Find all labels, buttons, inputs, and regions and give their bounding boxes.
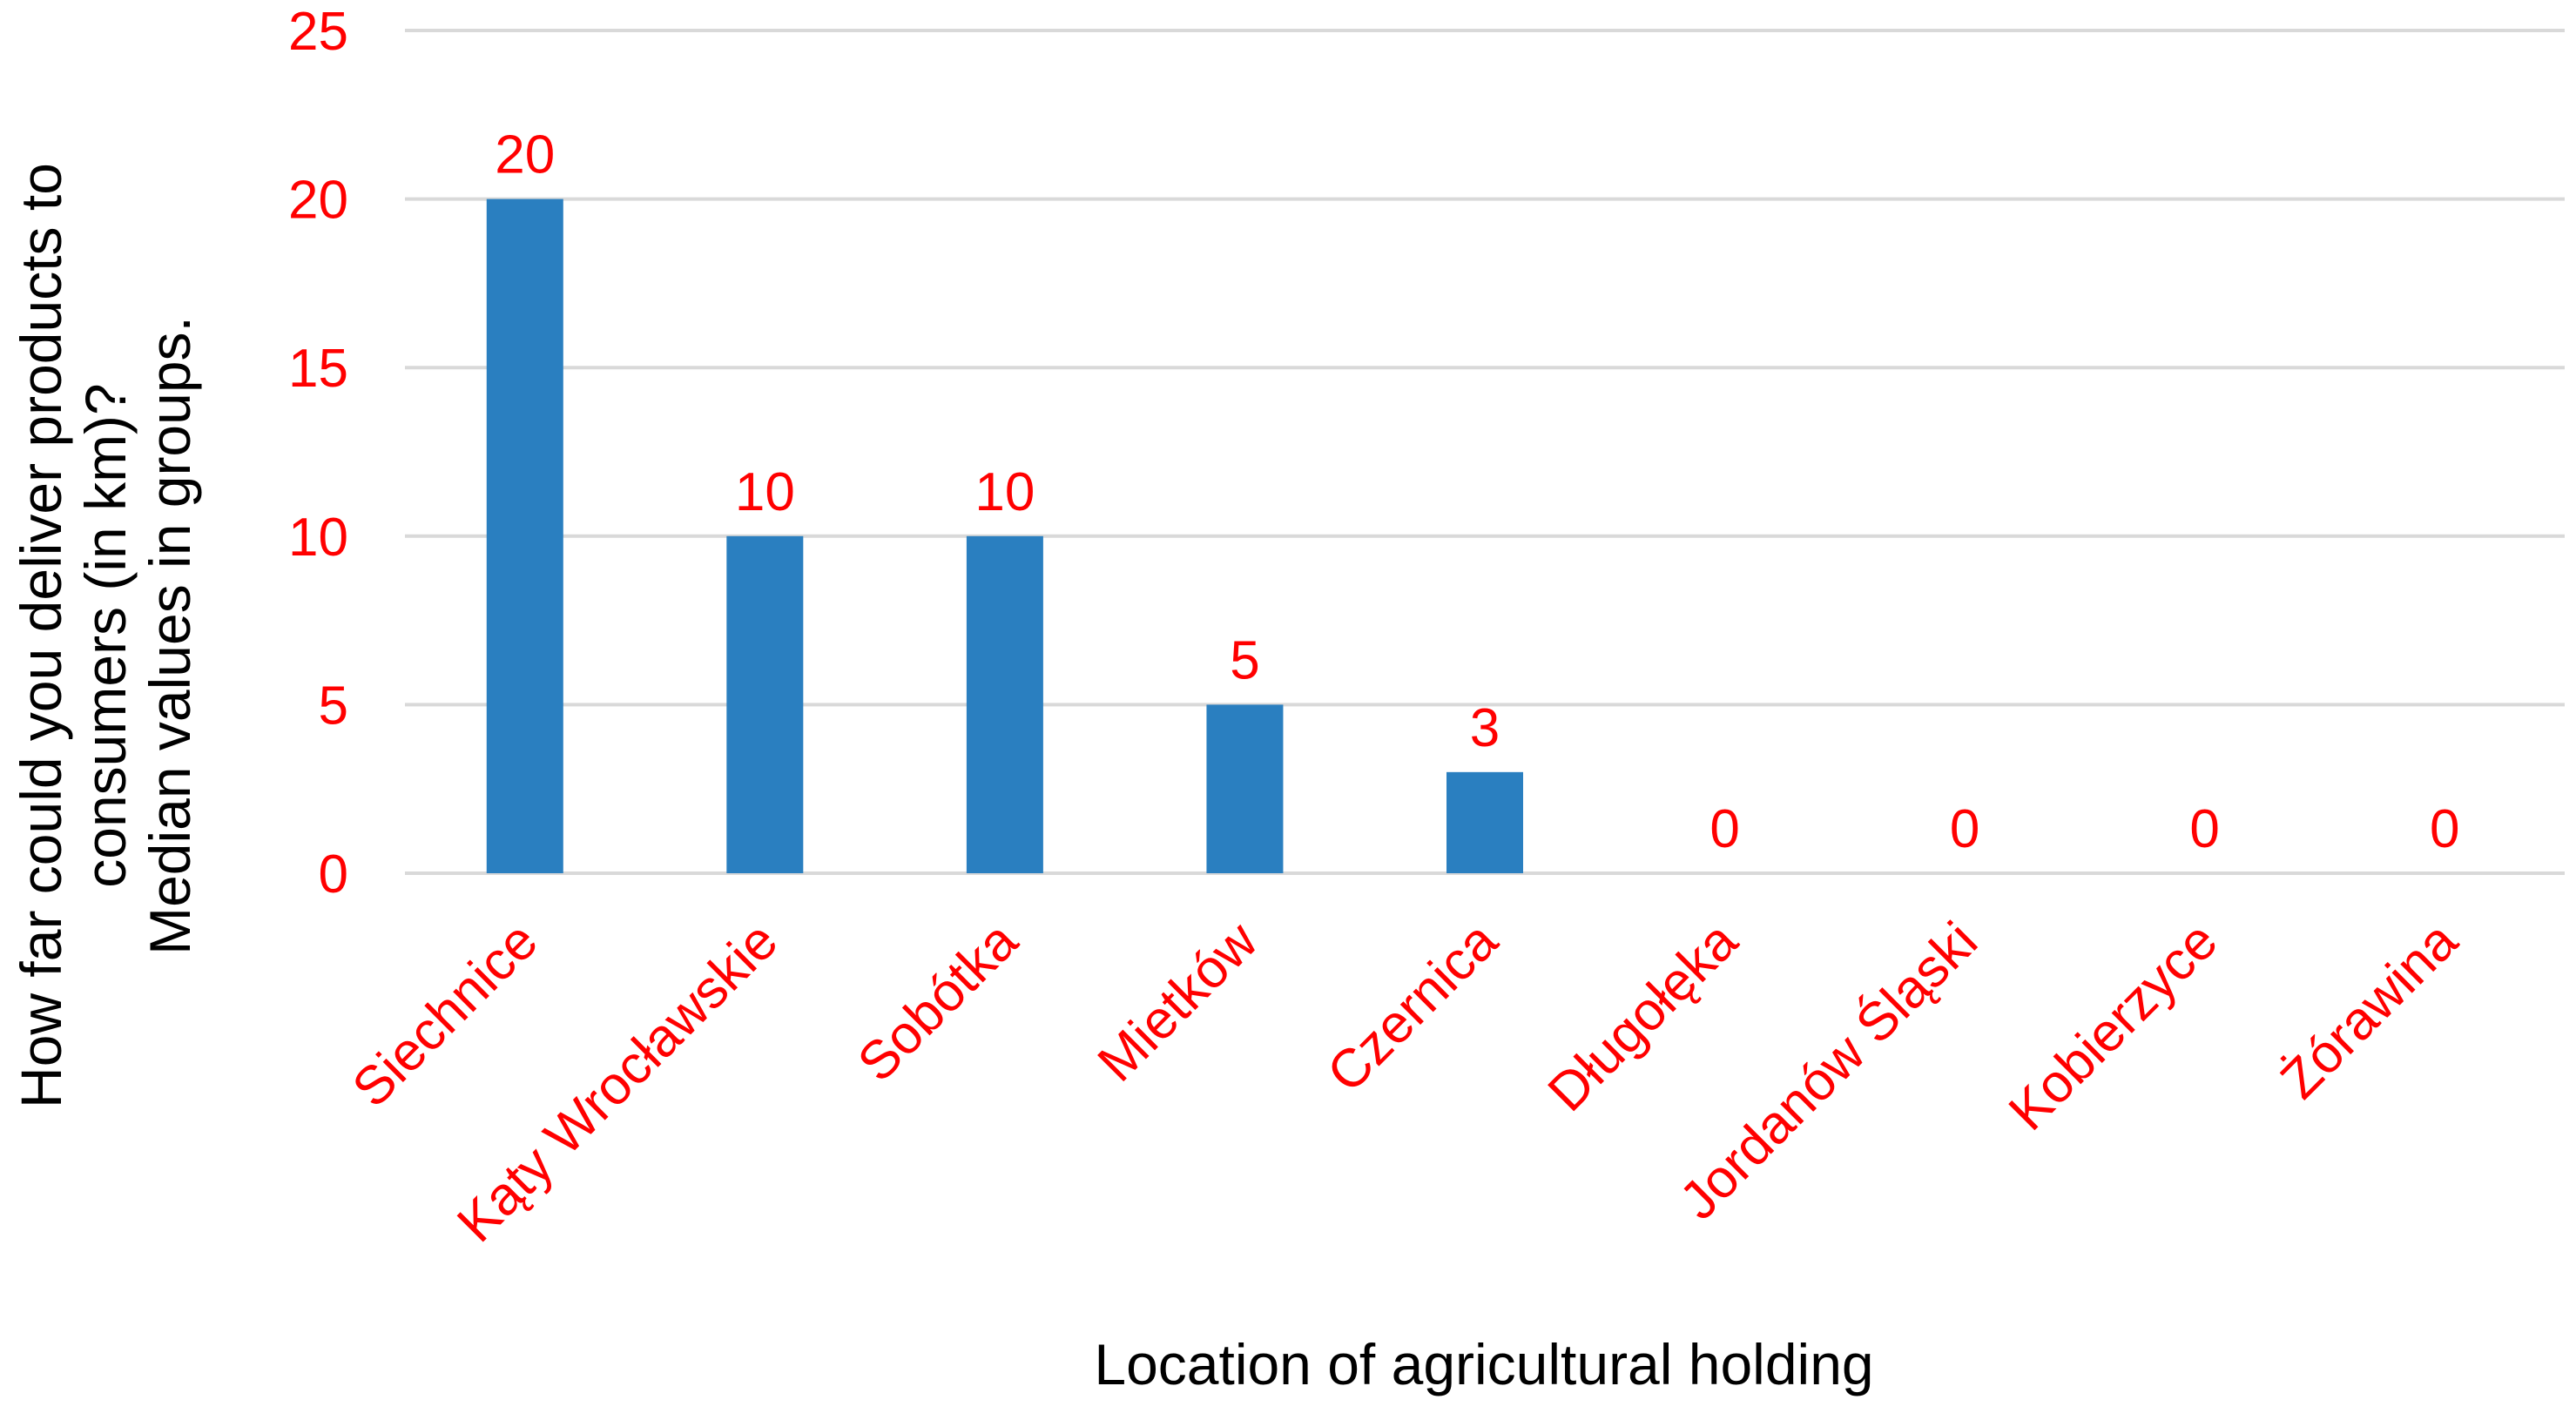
bar xyxy=(1446,771,1523,873)
category-label: Żórawina xyxy=(2269,911,2469,1110)
bar xyxy=(486,198,563,874)
bar xyxy=(966,535,1043,873)
bars xyxy=(486,198,1523,874)
data-label: 0 xyxy=(2430,799,2459,859)
y-axis-title-line-2: consumers (in km)? xyxy=(73,383,138,887)
y-tick-label: 25 xyxy=(288,2,348,62)
y-tick-label: 10 xyxy=(288,508,348,568)
data-label: 3 xyxy=(1470,698,1500,758)
data-label: 0 xyxy=(1950,799,1979,859)
category-label: Kobierzyce xyxy=(1998,911,2229,1142)
category-label: Siechnice xyxy=(341,911,550,1119)
data-label: 10 xyxy=(735,462,795,522)
y-axis-tick-labels: 0 5 10 15 20 25 xyxy=(288,2,348,905)
y-axis-title-line-1: How far could you deliver products to xyxy=(9,163,73,1108)
category-label: Czernica xyxy=(1316,911,1509,1104)
data-label: 20 xyxy=(495,125,555,185)
y-axis-title-line-3: Median values in groups. xyxy=(138,316,202,955)
category-label: Mietków xyxy=(1087,911,1270,1093)
category-label: Sobótka xyxy=(846,911,1029,1093)
y-tick-label: 20 xyxy=(288,171,348,231)
data-label: 5 xyxy=(1230,630,1259,690)
data-label: 10 xyxy=(974,462,1035,522)
bar xyxy=(726,535,804,873)
category-label: Długołęka xyxy=(1537,911,1750,1123)
y-tick-label: 15 xyxy=(288,339,348,399)
data-label: 0 xyxy=(1709,799,1739,859)
y-tick-label: 5 xyxy=(319,676,348,736)
y-tick-label: 0 xyxy=(319,844,348,905)
data-label: 0 xyxy=(2189,799,2219,859)
x-axis-title: Location of agricultural holding xyxy=(1094,1332,1873,1396)
y-axis-title: How far could you deliver products to co… xyxy=(9,163,202,1108)
bar xyxy=(1206,704,1284,873)
data-labels: 20 10 10 5 3 0 0 0 0 xyxy=(495,125,2459,859)
